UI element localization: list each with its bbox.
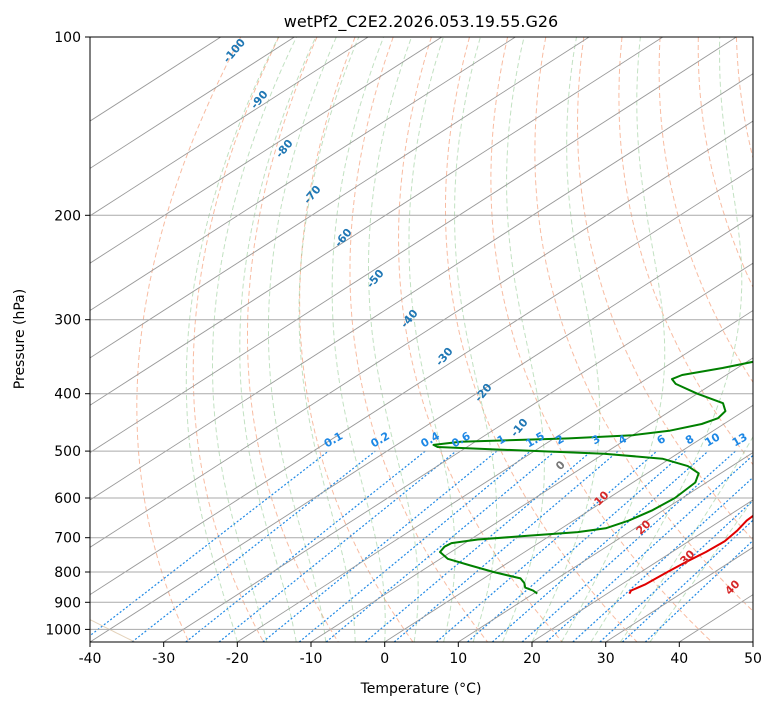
moist-adiabat: [649, 498, 753, 642]
dry-adiabat: [658, 37, 753, 384]
isotherm: [237, 309, 753, 642]
dry-adiabat: [445, 37, 638, 642]
moist-adiabat: [502, 37, 545, 642]
moist-adiabat: [408, 37, 456, 642]
x-axis-label: Temperature (°C): [360, 681, 482, 697]
y-tick-label: 1000: [45, 622, 81, 638]
mixing-ratio-line: [131, 450, 376, 642]
isotherm: [90, 37, 369, 217]
isotherm: [163, 262, 753, 642]
dry-adiabat: [576, 37, 753, 541]
grid-lines: [90, 37, 753, 642]
y-tick-label: 500: [54, 444, 81, 460]
y-tick-label: 300: [54, 313, 81, 329]
moist-adiabat: [268, 37, 337, 642]
dry-adiabat: [397, 37, 563, 642]
y-tick-label: 400: [54, 387, 81, 403]
isotherm: [90, 215, 753, 642]
mixing-ratio-line: [436, 450, 658, 642]
isotherm: [752, 641, 753, 642]
dry-adiabat: [136, 37, 242, 642]
x-tick-label: 0: [380, 651, 389, 667]
dewpoint-line: [432, 360, 753, 595]
x-tick-label: 10: [449, 651, 467, 667]
x-tick-label: -40: [79, 651, 102, 667]
dry-adiabat: [697, 37, 753, 289]
y-tick-label: 800: [54, 565, 81, 581]
isotherm: [90, 167, 753, 596]
x-tick-label: 50: [744, 651, 762, 667]
mixing-ratio-line: [467, 450, 686, 642]
x-tick-label: 40: [670, 651, 688, 667]
mixing-ratio-line: [298, 450, 531, 642]
y-tick-label: 100: [54, 30, 81, 46]
y-axis-label: Pressure (hPa): [12, 289, 28, 389]
dry-adiabat: [349, 37, 489, 642]
moist-adiabat: [590, 37, 743, 642]
isotherm: [90, 37, 590, 359]
mixing-ratio-line: [185, 450, 426, 642]
x-tick-label: -10: [300, 651, 323, 667]
moist-adiabat: [331, 37, 386, 642]
temperature-line: [628, 514, 753, 595]
moist-adiabat: [212, 37, 297, 642]
moist-adiabat: [239, 37, 317, 642]
mixing-ratio-line: [545, 454, 753, 642]
x-tick-label: -20: [226, 651, 249, 667]
y-tick-label: 900: [54, 595, 81, 611]
y-axis-ticks: 100 200 300 400 500 600 700 800 900 1000: [45, 30, 90, 638]
x-tick-label: 30: [597, 651, 615, 667]
mixing-ratio-line: [599, 499, 753, 642]
isotherm: [90, 73, 753, 501]
isotherm: [90, 37, 443, 264]
profile-lines: [432, 360, 753, 595]
isotherm: [90, 37, 664, 406]
isotherm: [90, 37, 516, 312]
x-tick-label: -30: [152, 651, 175, 667]
isotherm: [531, 499, 753, 642]
isotherm: [90, 120, 753, 548]
mixing-ratio-line: [572, 476, 753, 642]
y-tick-label: 600: [54, 491, 81, 507]
isotherm: [384, 404, 753, 642]
plot-background: [90, 37, 753, 642]
plot-frame: [89, 36, 754, 643]
isotherm: [458, 452, 753, 642]
dry-adiabat: [192, 37, 280, 642]
y-tick-label: 700: [54, 531, 81, 547]
isotherm: [90, 37, 295, 169]
dry-adiabat: [247, 37, 339, 642]
moist-adiabat: [185, 37, 279, 642]
mixing-ratio-line: [491, 450, 709, 642]
y-tick-label: 200: [54, 208, 81, 224]
chart-title: wetPf2_C2E2.2026.053.19.55.G26: [284, 12, 558, 32]
moist-adiabat: [561, 37, 666, 642]
mixing-ratio-line: [393, 450, 619, 642]
mixing-ratio-line: [218, 450, 457, 642]
mixing-ratio-line: [364, 450, 592, 642]
isotherm: [90, 37, 737, 454]
moist-adiabat: [619, 435, 753, 642]
dry-adiabat: [299, 37, 414, 642]
x-tick-label: 20: [523, 651, 541, 667]
mixing-ratio-line: [325, 450, 556, 642]
x-axis-ticks: -40 -30 -20 -10 0 10 20 30 40 50: [79, 642, 762, 667]
moist-adiabat: [298, 37, 360, 642]
